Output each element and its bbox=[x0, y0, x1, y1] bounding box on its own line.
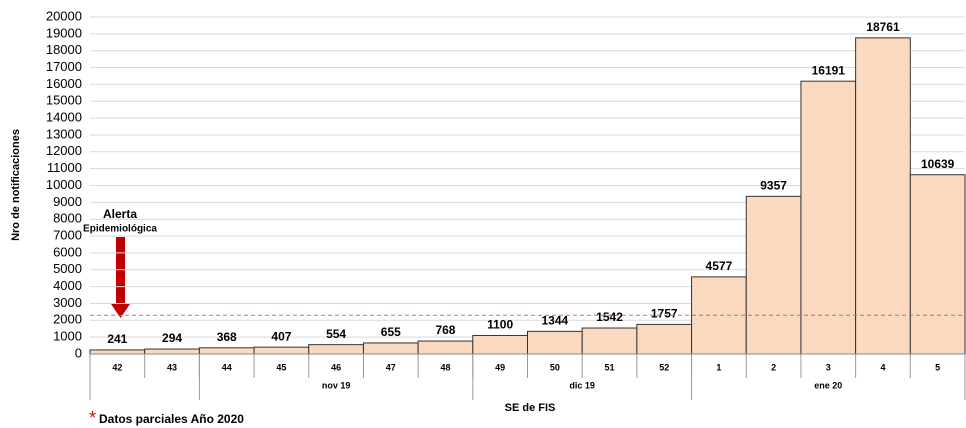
bar bbox=[417, 340, 474, 355]
y-tick-label: 13000 bbox=[46, 126, 82, 141]
x-tick-label: 4 bbox=[880, 362, 885, 372]
y-tick-label: 0 bbox=[75, 345, 82, 360]
y-tick-label: 6000 bbox=[53, 244, 82, 259]
y-tick-label: 19000 bbox=[46, 25, 82, 40]
x-tick-label: 43 bbox=[167, 362, 177, 372]
x-axis-label: SE de FIS bbox=[505, 402, 556, 414]
x-tick-label: 44 bbox=[222, 362, 232, 372]
data-label: 407 bbox=[271, 329, 291, 343]
y-tick-label: 15000 bbox=[46, 93, 82, 108]
x-tick-label: 1 bbox=[716, 362, 721, 372]
bar bbox=[472, 334, 528, 355]
bar bbox=[253, 346, 310, 355]
bar bbox=[636, 323, 693, 355]
group-label: ene 20 bbox=[814, 380, 842, 390]
bar bbox=[89, 349, 146, 355]
footnote: Datos parciales Año 2020 bbox=[99, 412, 244, 426]
bar bbox=[362, 342, 419, 355]
x-tick-label: 49 bbox=[495, 362, 505, 372]
y-tick-label: 11000 bbox=[47, 160, 82, 175]
x-tick-label: 48 bbox=[440, 362, 450, 372]
bar bbox=[581, 327, 638, 355]
x-tick-label: 3 bbox=[826, 362, 831, 372]
y-tick-label: 17000 bbox=[46, 59, 82, 74]
y-tick-label: 20000 bbox=[46, 8, 82, 23]
x-tick-label: 42 bbox=[112, 362, 122, 372]
footnote-mark: * bbox=[89, 408, 96, 428]
y-tick-label: 18000 bbox=[46, 42, 82, 57]
data-label: 9357 bbox=[760, 179, 787, 193]
data-label: 4577 bbox=[706, 259, 733, 273]
data-label: 18761 bbox=[866, 20, 900, 34]
alert-arrow-head bbox=[111, 304, 130, 318]
y-tick-label: 2000 bbox=[53, 312, 82, 327]
data-label: 10639 bbox=[921, 157, 955, 171]
bar bbox=[144, 348, 200, 355]
x-tick-label: 46 bbox=[331, 362, 341, 372]
bar bbox=[198, 347, 255, 355]
x-tick-label: 2 bbox=[771, 362, 776, 372]
data-label: 294 bbox=[162, 331, 182, 345]
y-tick-label: 5000 bbox=[53, 261, 82, 276]
data-label: 1757 bbox=[651, 307, 678, 321]
y-tick-label: 4000 bbox=[53, 278, 82, 293]
bar bbox=[800, 80, 857, 355]
y-tick-label: 8000 bbox=[53, 211, 82, 226]
x-tick-label: 50 bbox=[550, 362, 560, 372]
y-tick-label: 1000 bbox=[53, 329, 82, 344]
y-tick-label: 9000 bbox=[53, 194, 82, 209]
bar bbox=[308, 344, 364, 355]
x-tick-label: 47 bbox=[386, 362, 396, 372]
y-tick-label: 3000 bbox=[53, 295, 82, 310]
data-label: 16191 bbox=[812, 63, 846, 77]
data-label: 1542 bbox=[596, 310, 623, 324]
data-label: 655 bbox=[381, 325, 401, 339]
y-tick-label: 14000 bbox=[46, 110, 82, 125]
data-label: 1100 bbox=[487, 318, 513, 332]
x-tick-label: 5 bbox=[935, 362, 940, 372]
alert-arrow-shaft bbox=[116, 237, 125, 305]
annotation-title: Alerta bbox=[103, 207, 137, 221]
group-label: nov 19 bbox=[322, 380, 351, 390]
group-label: dic 19 bbox=[569, 380, 595, 390]
y-tick-label: 16000 bbox=[46, 76, 82, 91]
x-tick-label: 45 bbox=[276, 362, 286, 372]
annotation-subtitle: Epidemiológica bbox=[83, 224, 157, 235]
y-tick-label: 7000 bbox=[53, 227, 82, 242]
data-label: 554 bbox=[326, 327, 346, 341]
bar bbox=[909, 174, 966, 355]
data-label: 1344 bbox=[541, 314, 568, 328]
data-label: 241 bbox=[107, 332, 127, 346]
y-tick-label: 10000 bbox=[46, 177, 82, 192]
data-label: 768 bbox=[435, 323, 455, 337]
y-tick-label: 12000 bbox=[46, 143, 82, 158]
x-tick-label: 51 bbox=[605, 362, 615, 372]
bar bbox=[745, 195, 802, 355]
x-tick-label: 52 bbox=[659, 362, 669, 372]
bar bbox=[527, 330, 583, 355]
data-label: 368 bbox=[217, 330, 237, 344]
bar bbox=[855, 37, 911, 355]
y-axis-label: Nro de notificaciones bbox=[10, 129, 22, 241]
